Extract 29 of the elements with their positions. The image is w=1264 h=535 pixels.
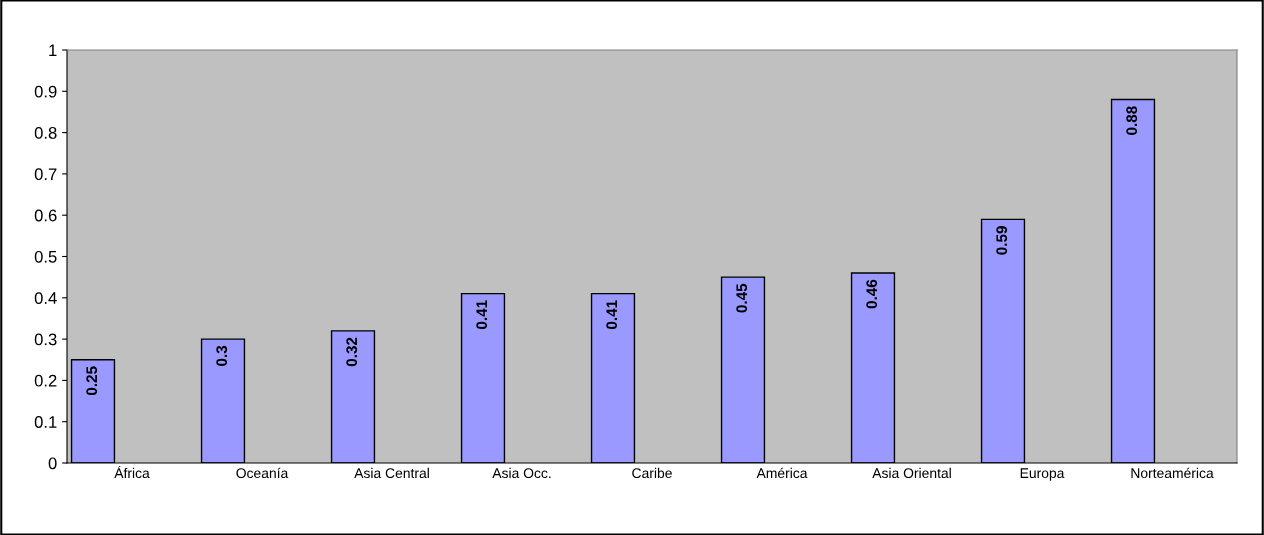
y-tick-label: 0.7: [34, 168, 57, 181]
x-tick-label: América: [756, 467, 808, 479]
y-tick-label: 0.9: [34, 85, 57, 98]
data-label: 0.45: [736, 283, 748, 313]
data-label: 0.41: [606, 300, 618, 329]
y-tick-label: 1: [49, 44, 57, 57]
x-tick-label: Caribe: [632, 467, 672, 479]
data-label: 0.41: [476, 300, 488, 329]
y-tick-label: 0.3: [34, 333, 57, 346]
data-label: 0.3: [216, 345, 228, 366]
data-label: 0.88: [1126, 106, 1138, 135]
x-tick-label: Europa: [1020, 468, 1065, 481]
data-label: 0.25: [86, 366, 98, 396]
x-tick-label: África: [114, 465, 150, 479]
y-tick-label: 0.8: [34, 127, 57, 139]
y-tick-label: 0: [48, 457, 57, 470]
data-label: 0.32: [346, 337, 358, 367]
y-tick-label: 0.1: [34, 416, 57, 428]
y-tick-label: 0.2: [34, 374, 57, 387]
x-tick-label: Asia Central: [354, 467, 429, 479]
x-tick-label: Asia Oriental: [872, 467, 951, 479]
x-tick-label: Oceanía: [236, 467, 289, 479]
y-tick-label: 0.5: [34, 250, 57, 263]
y-tick-label: 0.6: [34, 209, 57, 222]
x-tick-label: Norteamérica: [1131, 467, 1214, 479]
data-label: 0.46: [866, 279, 878, 309]
x-tick-label: Asia Occ.: [492, 467, 551, 479]
data-label: 0.59: [996, 226, 1008, 255]
y-tick-label: 0.4: [34, 292, 57, 304]
